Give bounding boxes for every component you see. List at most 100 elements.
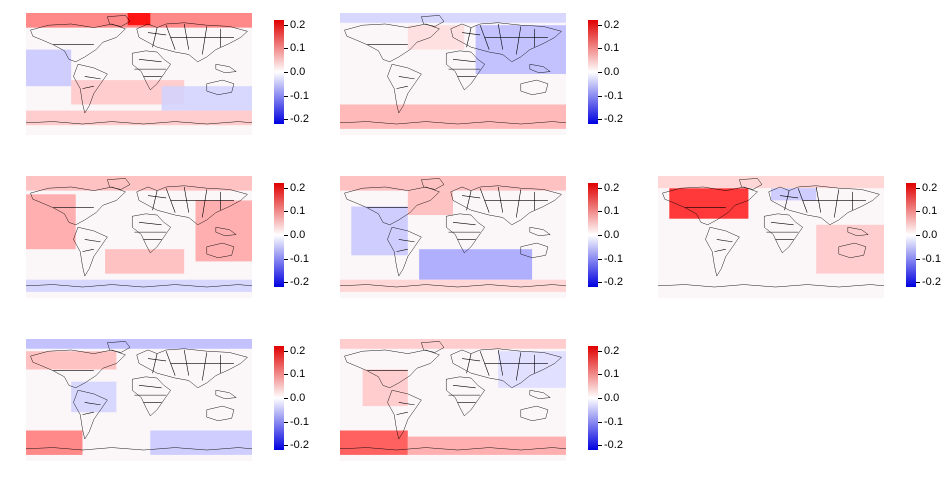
colorbar-tick-label: -0.1 <box>604 416 623 428</box>
coastline <box>107 15 130 26</box>
country-border <box>397 86 408 88</box>
colorbar-tick <box>284 374 288 375</box>
country-border <box>467 354 472 374</box>
map-svg <box>340 13 566 129</box>
colorbar-tick <box>598 282 602 283</box>
country-border <box>148 359 166 361</box>
coastline <box>421 341 444 352</box>
colorbar-tick-label: -0.2 <box>604 276 623 288</box>
country-border <box>467 191 472 211</box>
colorbar-tick-label: 0.1 <box>290 368 306 380</box>
country-border <box>139 59 162 61</box>
country-border <box>202 189 207 217</box>
colorbar-tick <box>284 351 288 352</box>
country-border <box>153 28 158 48</box>
colorbar-tick-label: 0.2 <box>604 345 620 357</box>
map-svg <box>26 339 252 455</box>
colorbar-tick <box>284 235 288 236</box>
country-border <box>83 412 94 414</box>
country-border <box>816 187 821 213</box>
colorbar-tick <box>916 211 920 212</box>
colorbar-tick-label: -0.2 <box>290 276 309 288</box>
country-border <box>498 187 503 213</box>
colorbar <box>588 346 598 450</box>
colorbar-tick-label: 0.1 <box>922 205 938 217</box>
country-border <box>834 189 839 217</box>
coastline <box>848 227 868 236</box>
colorbar-tick-label: -0.1 <box>922 253 941 265</box>
colorbar-tick-label: 0.2 <box>290 345 306 357</box>
colorbar-tick <box>284 422 288 423</box>
colorbar-tick <box>598 351 602 352</box>
colorbar-tick-label: -0.1 <box>604 90 623 102</box>
country-border <box>780 196 798 198</box>
colorbar-tick-label: 0.0 <box>922 229 938 241</box>
country-border <box>153 354 158 374</box>
colorbar-tick <box>598 235 602 236</box>
country-border <box>202 26 207 54</box>
colorbar-tick-label: 0.0 <box>604 229 620 241</box>
colorbar-tick <box>284 96 288 97</box>
country-border <box>462 359 480 361</box>
country-border <box>453 222 476 224</box>
colorbar-tick <box>598 96 602 97</box>
coastline <box>73 64 107 113</box>
coastline <box>446 51 484 90</box>
country-border <box>399 76 415 78</box>
colorbar-tick <box>598 445 602 446</box>
coastline <box>451 186 562 225</box>
colorbar-tick <box>284 72 288 73</box>
world-map <box>340 339 566 461</box>
coastline <box>207 406 234 421</box>
anomaly-cell <box>351 206 408 256</box>
coastline <box>137 186 248 225</box>
colorbar <box>274 183 284 287</box>
coastline <box>207 80 234 95</box>
country-border <box>397 249 408 251</box>
anomaly-cell <box>26 49 72 87</box>
country-border <box>139 385 162 387</box>
country-border <box>785 191 790 211</box>
country-border <box>453 385 476 387</box>
coastline <box>839 243 866 258</box>
colorbar-tick <box>916 259 920 260</box>
colorbar-tick-label: 0.1 <box>604 205 620 217</box>
map-svg <box>340 176 566 292</box>
colorbar-tick-label: 0.0 <box>604 392 620 404</box>
anomaly-cell <box>195 200 252 262</box>
coastline <box>26 285 252 287</box>
colorbar <box>906 183 916 287</box>
anomaly-cell <box>340 104 566 129</box>
coastline <box>73 390 107 439</box>
coastline <box>216 64 236 73</box>
colorbar <box>588 20 598 124</box>
coastline <box>446 377 484 416</box>
colorbar-tick <box>598 25 602 26</box>
colorbar <box>274 346 284 450</box>
world-map <box>658 176 884 298</box>
country-border <box>85 239 101 241</box>
colorbar-tick-label: 0.0 <box>290 66 306 78</box>
coastline <box>340 448 566 450</box>
world-map <box>340 13 566 135</box>
coastline <box>345 350 440 388</box>
colorbar-tick-label: -0.1 <box>290 416 309 428</box>
colorbar-tick <box>284 398 288 399</box>
colorbar-tick <box>598 119 602 120</box>
colorbar-tick <box>284 259 288 260</box>
colorbar-tick-label: 0.2 <box>604 19 620 31</box>
anomaly-cell <box>340 176 566 191</box>
country-border <box>184 187 189 213</box>
country-border <box>399 402 415 404</box>
anomaly-cell <box>340 430 408 455</box>
coastline <box>530 227 550 236</box>
coastline <box>31 24 126 62</box>
colorbar-tick <box>598 374 602 375</box>
colorbar-tick-label: 0.0 <box>604 66 620 78</box>
country-border <box>83 249 94 251</box>
coastline <box>73 227 107 276</box>
country-border <box>148 33 166 35</box>
coastline <box>663 187 758 225</box>
country-border <box>467 28 472 48</box>
world-map <box>26 13 252 135</box>
